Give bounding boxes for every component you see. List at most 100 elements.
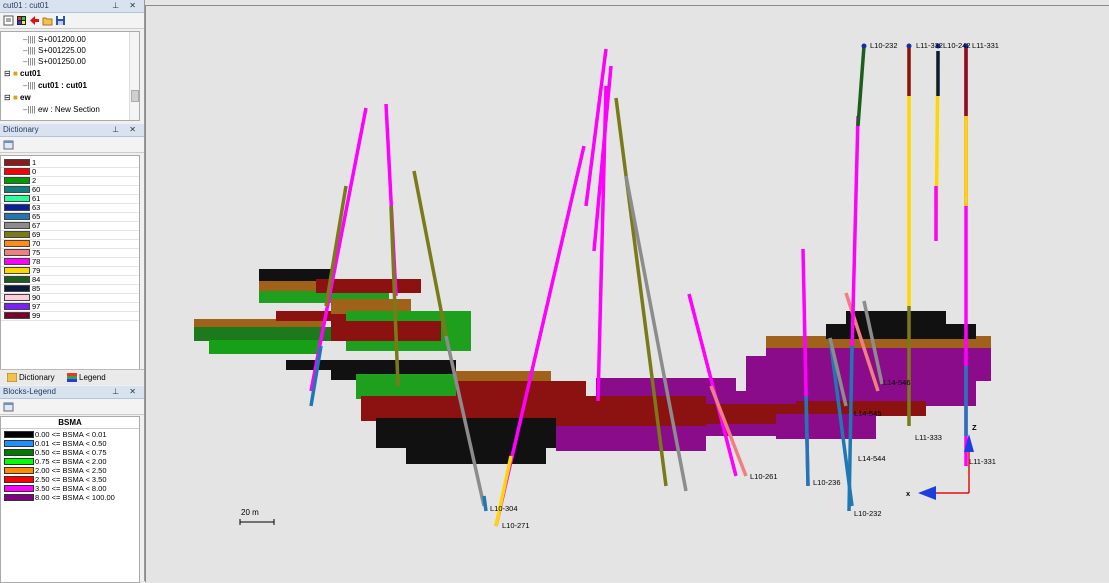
drillhole-trace: [828, 337, 848, 407]
block: [209, 340, 319, 354]
dictionary-item[interactable]: 2: [1, 176, 139, 186]
section-panel-title: cut01 : cut01 ⊥ ✕: [0, 0, 144, 13]
hole-labels: L10-232 L11-332 L10-242 L11-331 L11-333 …: [490, 41, 999, 530]
block: [286, 360, 356, 370]
new-section-icon[interactable]: [3, 15, 14, 26]
block: [194, 319, 324, 329]
legend-item: 0.75 <= BSMA < 2.00: [1, 457, 139, 466]
collar-marker: [861, 43, 867, 49]
legend-item-label: 3.50 <= BSMA < 8.00: [35, 484, 107, 493]
pin-close-icons[interactable]: ⊥ ✕: [112, 125, 140, 134]
tree-scrollbar[interactable]: [129, 32, 139, 120]
color-swatch: [4, 204, 30, 211]
dictionary-item[interactable]: 65: [1, 212, 139, 222]
hole-label: L11-332: [916, 41, 943, 50]
dictionary-item[interactable]: 79: [1, 266, 139, 276]
dictionary-item[interactable]: 63: [1, 203, 139, 213]
panel-tabs: Dictionary Legend: [0, 369, 144, 385]
legend-header: BSMA: [1, 417, 139, 429]
legend-toolbar: [0, 399, 144, 415]
back-arrow-icon[interactable]: [29, 15, 40, 26]
dictionary-item-label: 60: [32, 185, 41, 194]
dictionary-item[interactable]: 78: [1, 257, 139, 267]
open-folder-icon[interactable]: [42, 15, 53, 26]
tree-item[interactable]: ‒|||| ew : New Section: [23, 105, 100, 114]
tab-legend[interactable]: Legend: [66, 371, 106, 384]
tree-item[interactable]: ‒|||| S+001225.00: [23, 46, 86, 55]
drillhole-trace: [584, 48, 608, 207]
dictionary-item[interactable]: 67: [1, 221, 139, 231]
block: [796, 401, 926, 416]
hole-label: L10-271: [502, 521, 530, 530]
color-swatch: [4, 458, 34, 465]
color-swatch: [4, 177, 30, 184]
properties-icon[interactable]: [3, 401, 14, 412]
tree-item-label: S+001250.00: [37, 57, 86, 66]
tree-item[interactable]: ‒|||| S+001200.00: [23, 35, 86, 44]
legend-item-label: 8.00 <= BSMA < 100.00: [35, 493, 115, 502]
dictionary-item[interactable]: 69: [1, 230, 139, 240]
color-swatch: [4, 440, 34, 447]
palette-icon[interactable]: [16, 15, 27, 26]
section-scene[interactable]: L10-232 L11-332 L10-242 L11-331 L11-333 …: [146, 6, 1109, 581]
scale-bar: 20 m: [239, 508, 275, 525]
drillhole-trace: [614, 97, 668, 487]
dictionary-item[interactable]: 99: [1, 311, 139, 321]
dictionary-item-label: 0: [32, 167, 37, 176]
dictionary-item[interactable]: 61: [1, 194, 139, 204]
drillhole-trace: [444, 335, 486, 507]
dictionary-item[interactable]: 75: [1, 248, 139, 258]
tree-item[interactable]: ‒|||| cut01 : cut01: [23, 81, 87, 90]
color-swatch: [4, 467, 34, 474]
drillhole-trace: [482, 495, 488, 512]
section-panel-title-text: cut01 : cut01: [3, 1, 49, 10]
dictionary-item[interactable]: 85: [1, 284, 139, 294]
drillholes: [309, 45, 968, 527]
save-icon[interactable]: [55, 15, 66, 26]
dictionary-item[interactable]: 90: [1, 293, 139, 303]
dictionary-item[interactable]: 1: [1, 158, 139, 168]
properties-icon[interactable]: [3, 139, 14, 150]
color-swatch: [4, 159, 30, 166]
color-swatch: [4, 449, 34, 456]
drillhole-trace: [412, 170, 448, 337]
hole-label: L10-304: [490, 504, 518, 513]
scale-bar-label: 20 m: [241, 508, 259, 517]
hole-label: L10-236: [813, 478, 841, 487]
drillhole-trace: [624, 175, 688, 492]
pin-close-icons[interactable]: ⊥ ✕: [112, 1, 140, 10]
block: [331, 299, 411, 314]
section-viewport[interactable]: L10-232 L11-332 L10-242 L11-331 L11-333 …: [145, 5, 1109, 582]
tree-item-label: ew : New Section: [37, 105, 100, 114]
legend-item: 8.00 <= BSMA < 100.00: [1, 493, 139, 502]
color-swatch: [4, 494, 34, 501]
hole-label: L11-331: [969, 457, 996, 466]
color-swatch: [4, 186, 30, 193]
dictionary-item[interactable]: 84: [1, 275, 139, 285]
tree-item-label: S+001225.00: [37, 46, 86, 55]
legend-item: 0.00 <= BSMA < 0.01: [1, 430, 139, 439]
dictionary-item[interactable]: 60: [1, 185, 139, 195]
drillhole-trace: [804, 395, 810, 487]
drillhole-trace: [324, 185, 348, 307]
hole-label: L14-546: [883, 378, 911, 387]
drillhole-trace: [687, 293, 738, 477]
dictionary-item-label: 1: [32, 158, 37, 167]
color-swatch: [4, 276, 30, 283]
tab-dictionary[interactable]: Dictionary: [6, 371, 55, 384]
color-swatch: [4, 249, 30, 256]
tree-item-label: S+001200.00: [37, 35, 86, 44]
tree-item[interactable]: ‒|||| S+001250.00: [23, 57, 86, 66]
dictionary-item[interactable]: 97: [1, 302, 139, 312]
x-axis-arrow-icon: [918, 486, 936, 500]
pin-close-icons[interactable]: ⊥ ✕: [112, 387, 140, 396]
dictionary-item[interactable]: 0: [1, 167, 139, 177]
block: [556, 396, 706, 431]
scroll-thumb[interactable]: [131, 90, 139, 102]
dictionary-item-label: 65: [32, 212, 41, 221]
drillhole-trace: [856, 45, 866, 127]
dictionary-item[interactable]: 70: [1, 239, 139, 249]
legend-tab-icon: [67, 373, 77, 382]
tree-folder[interactable]: ⊟ ■ cut01: [4, 69, 41, 78]
tree-folder[interactable]: ⊟ ■ ew: [4, 93, 31, 102]
